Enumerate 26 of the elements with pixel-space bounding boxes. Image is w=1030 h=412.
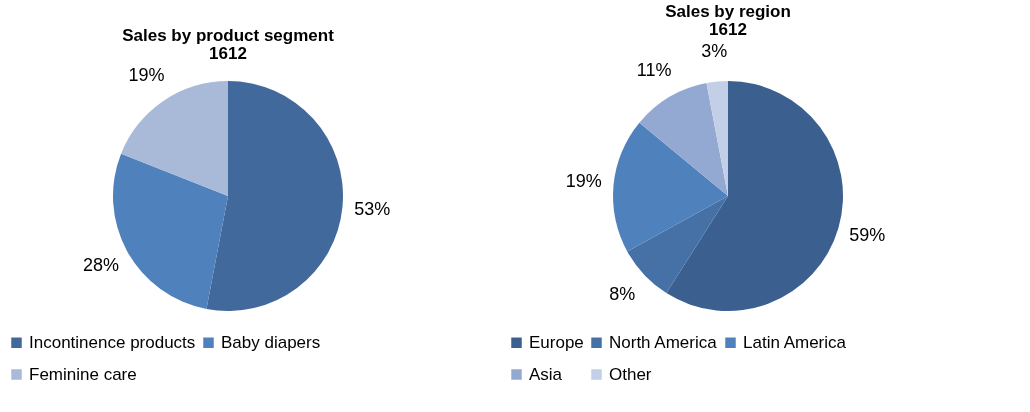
pie-slice xyxy=(121,81,228,196)
data-label: 53% xyxy=(354,198,391,219)
chart-title: Sales by region xyxy=(665,1,791,21)
data-label: 3% xyxy=(701,40,728,61)
chart-title: Sales by product segment xyxy=(122,26,335,46)
pie-slice xyxy=(666,81,843,311)
data-label: 11% xyxy=(636,60,672,81)
legend-label: Europe xyxy=(529,332,584,352)
legend-label: Baby diapers xyxy=(221,332,321,352)
legend-label: Incontinence products xyxy=(29,332,196,352)
data-label: 19% xyxy=(565,171,602,192)
data-label: 28% xyxy=(82,254,119,275)
legend-label: Asia xyxy=(529,364,563,384)
chart-subtitle: 1612 xyxy=(709,19,747,39)
legend-label: Latin America xyxy=(743,332,847,352)
legend-label: North America xyxy=(609,332,718,352)
chart-subtitle: 1612 xyxy=(209,44,247,64)
data-label: 59% xyxy=(849,225,886,246)
pie-slice xyxy=(639,83,728,196)
pie-slice xyxy=(206,81,343,311)
legend-label: Feminine care xyxy=(29,364,137,384)
pie-slice xyxy=(613,122,728,252)
pie-slice xyxy=(706,81,728,196)
data-label: 8% xyxy=(609,284,636,305)
legend-label: Other xyxy=(609,364,652,384)
data-label: 19% xyxy=(128,65,165,86)
